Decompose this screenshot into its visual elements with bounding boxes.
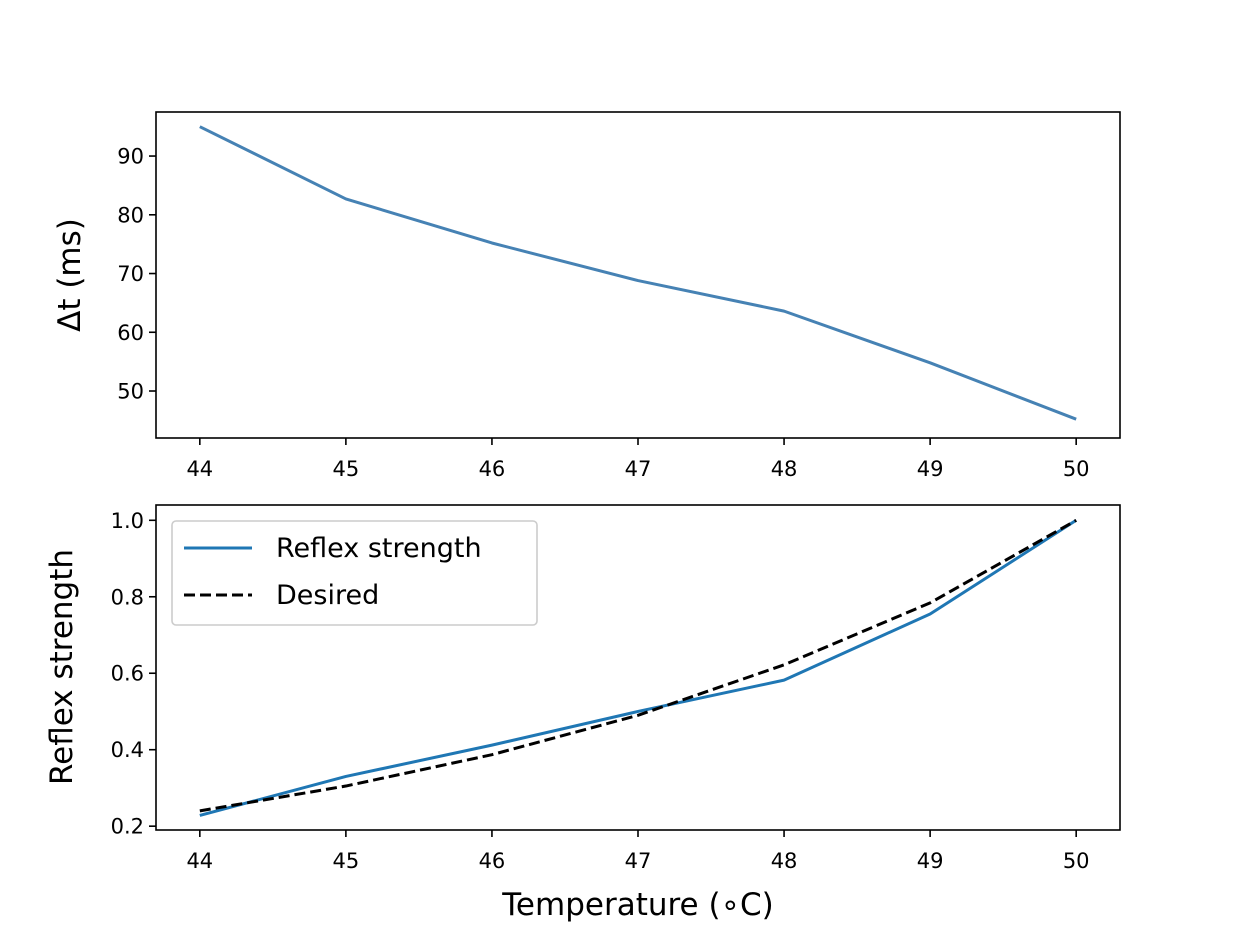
series-line-reflex-strength: [199, 519, 1077, 817]
y-tick-label: 60: [117, 321, 144, 345]
x-tick-label: 44: [186, 457, 213, 481]
legend: Reflex strength Desired: [171, 520, 538, 626]
top-panel-x-ticks: 44 45 46 47 48 49 50: [186, 438, 1090, 481]
top-panel-y-ticks: 50 60 70 80 90: [117, 145, 156, 404]
series-line--t: [199, 125, 1077, 421]
x-tick-label: 48: [771, 849, 798, 873]
x-tick-label: 47: [625, 457, 652, 481]
legend-label-reflex-strength: Reflex strength: [276, 533, 482, 564]
x-tick-label: 49: [917, 457, 944, 481]
x-tick-label: 50: [1063, 849, 1090, 873]
y-tick-label: 1.0: [111, 509, 144, 533]
bottom-panel-y-axis-label: Reflex strength: [44, 549, 80, 785]
x-tick-label: 48: [771, 457, 798, 481]
series-line-desired: [199, 518, 1077, 813]
top-panel-y-axis-label: Δt (ms): [52, 218, 88, 332]
y-tick-label: 70: [117, 262, 144, 286]
y-tick-label: 0.8: [111, 585, 144, 609]
y-tick-label: 0.4: [111, 738, 144, 762]
x-tick-label: 50: [1063, 457, 1090, 481]
bottom-panel-x-ticks: 44 45 46 47 48 49 50: [186, 830, 1090, 873]
legend-label-desired: Desired: [276, 580, 379, 611]
bottom-panel-x-axis-label: Temperature (∘C): [501, 887, 773, 923]
top-panel-series-group: [199, 125, 1077, 421]
y-tick-label: 0.2: [111, 815, 144, 839]
y-tick-label: 90: [117, 145, 144, 169]
x-tick-label: 45: [333, 457, 360, 481]
y-tick-label: 50: [117, 380, 144, 404]
y-tick-label: 80: [117, 203, 144, 227]
y-tick-label: 0.6: [111, 662, 144, 686]
bottom-panel-frame: [155, 504, 1121, 831]
bottom-panel: 44 45 46 47 48 49 50 0.2 0.4 0.6 0.8 1.0 Reflex st…: [44, 504, 1121, 923]
legend-box: [171, 520, 538, 626]
x-tick-label: 49: [917, 849, 944, 873]
x-tick-label: 46: [479, 849, 506, 873]
x-tick-label: 46: [479, 457, 506, 481]
top-panel: 44 45 46 47 48 49 50 50 60 70 80 90 Δt (ms): [52, 111, 1121, 481]
x-tick-label: 44: [186, 849, 213, 873]
top-panel-frame: [155, 111, 1121, 439]
x-tick-label: 45: [333, 849, 360, 873]
bottom-panel-series-group: [199, 518, 1077, 817]
bottom-panel-y-ticks: 0.2 0.4 0.6 0.8 1.0: [111, 509, 156, 839]
x-tick-label: 47: [625, 849, 652, 873]
